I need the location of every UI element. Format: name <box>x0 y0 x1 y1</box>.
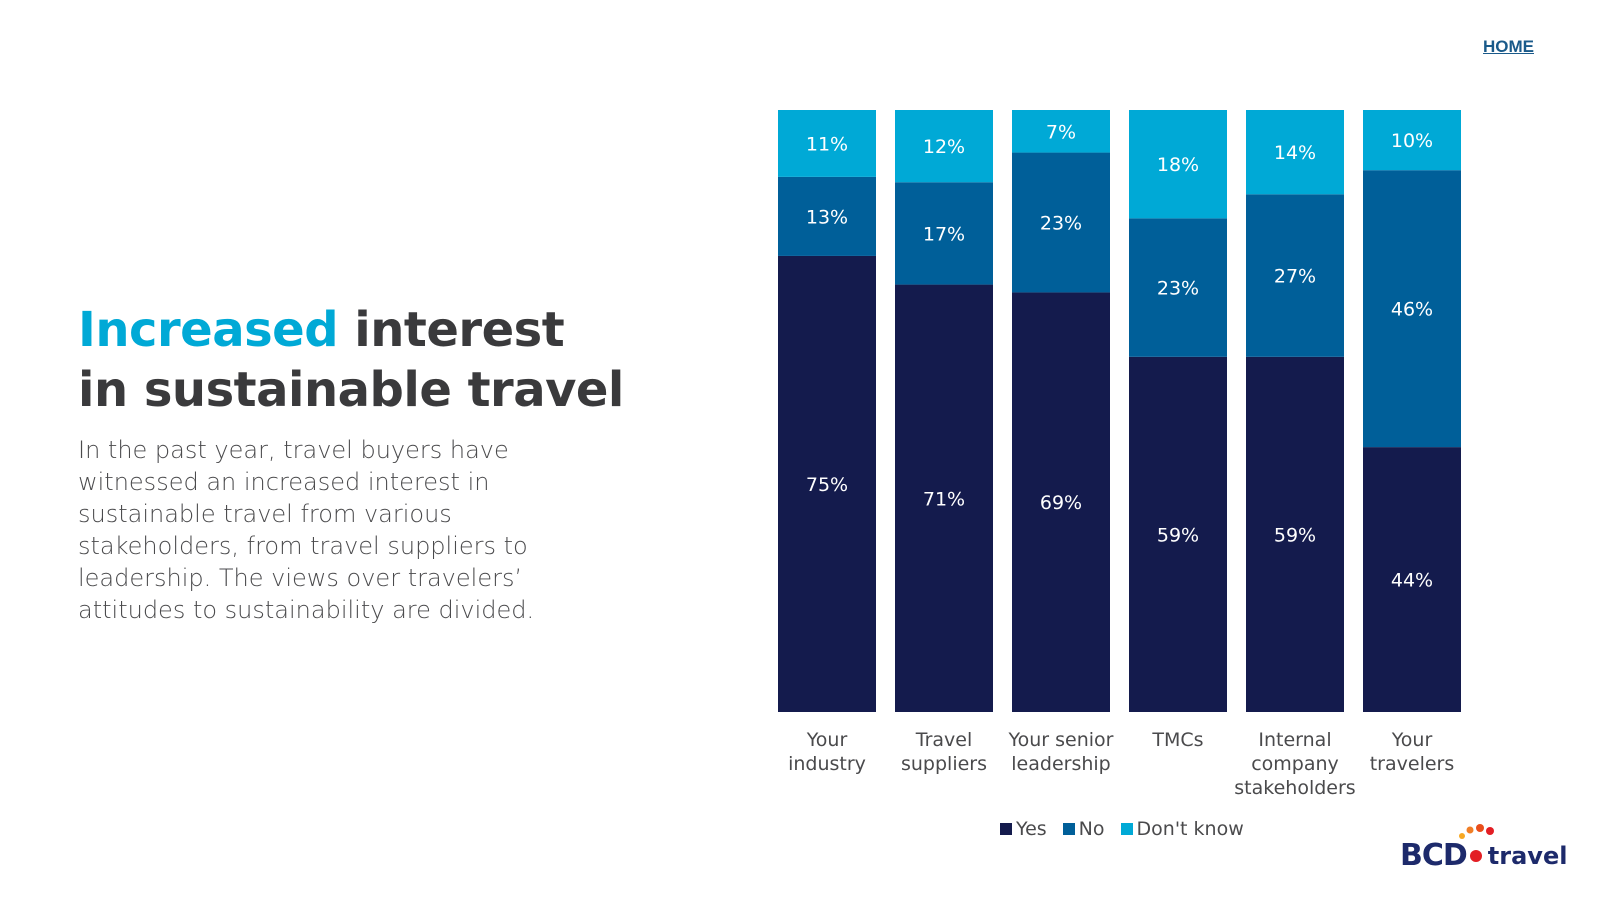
data-label-your-travelers-yes: 44% <box>1391 570 1433 592</box>
bar-your-travelers-no <box>1363 170 1461 448</box>
bar-your-senior-leadership-no <box>1012 152 1110 293</box>
tick-label-your-travelers: Your <box>1391 729 1433 751</box>
tick-label-your-industry: industry <box>788 753 866 775</box>
tick-label-your-travelers: travelers <box>1370 753 1455 775</box>
logo-brand: BCD <box>1400 838 1468 873</box>
legend-swatch-dont-know <box>1120 823 1133 835</box>
data-label-internal-company-stakeholders-don-t-know: 14% <box>1274 142 1316 164</box>
data-label-your-travelers-don-t-know: 10% <box>1391 130 1433 152</box>
bar-travel-suppliers-yes <box>895 284 993 712</box>
legend-label-dont-know: Don't know <box>1136 818 1244 840</box>
bar-your-industry-no <box>778 176 876 256</box>
body-text: In the past year, travel buyers have wit… <box>78 436 535 624</box>
legend-label-no: No <box>1078 818 1105 840</box>
bar-travel-suppliers-don-t-know <box>895 110 993 183</box>
headline-rest: interest <box>338 302 565 358</box>
chart-legend: Yes No Don't know <box>1000 818 1244 840</box>
home-link[interactable]: HOME <box>1483 37 1534 56</box>
data-label-your-senior-leadership-yes: 69% <box>1040 492 1082 514</box>
bar-tmcs-no <box>1129 218 1227 357</box>
headline-line2: in sustainable travel <box>78 362 624 418</box>
legend-item-dont-know: Don't know <box>1120 818 1244 840</box>
data-label-internal-company-stakeholders-no: 27% <box>1274 266 1316 288</box>
bar-tmcs-don-t-know <box>1129 110 1227 219</box>
data-label-internal-company-stakeholders-yes: 59% <box>1274 524 1316 546</box>
bar-travel-suppliers-no <box>895 182 993 285</box>
tick-label-tmcs: TMCs <box>1151 729 1203 751</box>
bar-tmcs-yes <box>1129 356 1227 712</box>
legend-label-yes: Yes <box>1016 818 1047 840</box>
tick-label-your-industry: Your <box>806 729 848 751</box>
bar-internal-company-stakeholders-no <box>1246 194 1344 357</box>
logo-dots-icon <box>1459 824 1494 839</box>
bar-your-industry-don-t-know <box>778 110 876 177</box>
tick-label-travel-suppliers: Travel <box>915 729 972 751</box>
page-title: Increased interest in sustainable travel <box>78 300 638 420</box>
data-label-your-industry-don-t-know: 11% <box>806 133 848 155</box>
data-label-your-travelers-no: 46% <box>1391 299 1433 321</box>
legend-swatch-yes <box>1000 823 1012 835</box>
bcd-travel-logo: BCD travel <box>1400 824 1568 873</box>
tick-label-internal-company-stakeholders: Internal <box>1258 729 1331 751</box>
tick-label-your-senior-leadership: leadership <box>1011 753 1110 775</box>
logo-red-dot-icon <box>1469 849 1482 862</box>
bar-internal-company-stakeholders-don-t-know <box>1246 110 1344 195</box>
bar-your-industry-yes <box>778 255 876 712</box>
bar-your-travelers-don-t-know <box>1363 110 1461 171</box>
tick-label-travel-suppliers: suppliers <box>901 753 987 775</box>
tick-label-internal-company-stakeholders: stakeholders <box>1234 777 1355 799</box>
data-label-your-senior-leadership-no: 23% <box>1040 212 1082 234</box>
bar-your-senior-leadership-yes <box>1012 292 1110 712</box>
data-label-travel-suppliers-yes: 71% <box>923 488 965 510</box>
tick-label-your-senior-leadership: Your senior <box>1008 729 1114 751</box>
data-label-your-senior-leadership-don-t-know: 7% <box>1046 121 1076 143</box>
headline-accent: Increased <box>78 302 339 358</box>
data-label-tmcs-no: 23% <box>1157 278 1199 300</box>
data-label-your-industry-no: 13% <box>806 206 848 228</box>
bar-internal-company-stakeholders-yes <box>1246 356 1344 712</box>
bar-your-senior-leadership-don-t-know <box>1012 110 1110 153</box>
data-label-travel-suppliers-no: 17% <box>923 223 965 245</box>
logo-product: travel <box>1487 841 1568 870</box>
data-label-travel-suppliers-don-t-know: 12% <box>923 136 965 158</box>
data-label-your-industry-yes: 75% <box>806 474 848 496</box>
tick-label-internal-company-stakeholders: company <box>1251 753 1339 775</box>
legend-item-yes: Yes <box>1000 818 1047 840</box>
data-label-tmcs-yes: 59% <box>1157 524 1199 546</box>
legend-swatch-no <box>1062 823 1075 835</box>
legend-item-no: No <box>1062 818 1105 840</box>
bar-your-travelers-yes <box>1363 447 1461 712</box>
data-label-tmcs-don-t-know: 18% <box>1157 154 1199 176</box>
